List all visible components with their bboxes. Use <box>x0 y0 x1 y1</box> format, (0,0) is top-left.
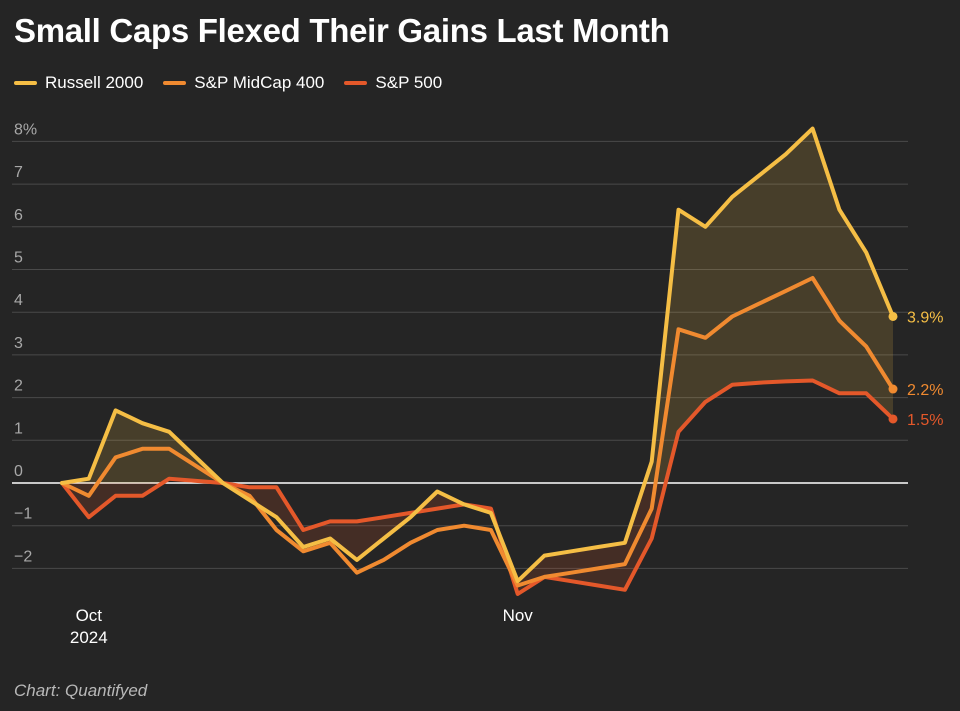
y-tick-label: 5 <box>14 250 23 267</box>
axis-labels: 8% 7 6 5 4 3 2 1 0 −1 −2 Oct 2024 Nov 1.5% 2.2% 3.9% <box>14 121 943 647</box>
end-point-russell-2000 <box>888 311 898 321</box>
end-value-label-russell-2000: 3.9% <box>907 309 943 326</box>
gridlines <box>12 140 908 569</box>
legend-item-sp-500: S&P 500 <box>344 73 442 93</box>
shaded-areas <box>62 128 893 594</box>
legend-label-sp-midcap-400: S&P MidCap 400 <box>194 73 325 92</box>
legend-swatch-sp-midcap-400 <box>163 81 187 85</box>
legend-swatch-russell-2000 <box>14 81 37 85</box>
series-lines <box>60 126 898 596</box>
series-line-russell-2000 <box>60 126 895 584</box>
end-value-label-sp-500: 1.5% <box>907 412 943 429</box>
chart-credit: Chart: Quantifyed <box>14 681 148 700</box>
legend-item-russell-2000: Russell 2000 <box>14 73 143 93</box>
y-tick-label: 7 <box>14 164 23 181</box>
spread-area-positive <box>62 128 893 483</box>
y-tick-label: 1 <box>14 420 23 437</box>
series-line-sp-midcap-400 <box>60 276 895 588</box>
y-tick-label: −2 <box>14 548 32 565</box>
y-tick-label: 4 <box>14 292 23 309</box>
legend-label-sp-500: S&P 500 <box>375 73 443 92</box>
y-tick-label: 6 <box>14 207 23 224</box>
end-point-sp-500 <box>888 414 898 424</box>
chart-title: Small Caps Flexed Their Gains Last Month <box>14 12 670 49</box>
x-tick-sublabel: 2024 <box>70 628 108 647</box>
end-point-sp-midcap-400 <box>888 384 898 394</box>
y-tick-label: 8% <box>14 121 37 138</box>
x-tick-label: Nov <box>503 606 534 625</box>
chart-legend: Russell 2000 S&P MidCap 400 S&P 500 <box>14 73 442 93</box>
y-tick-label: 2 <box>14 378 23 395</box>
y-tick-label: 0 <box>14 463 23 480</box>
legend-label-russell-2000: Russell 2000 <box>45 73 144 92</box>
y-tick-label: −1 <box>14 506 32 523</box>
spread-area-negative <box>62 483 666 594</box>
end-value-label-sp-midcap-400: 2.2% <box>907 382 943 399</box>
x-tick-label: Oct <box>76 606 103 625</box>
legend-item-sp-midcap-400: S&P MidCap 400 <box>163 73 324 93</box>
legend-swatch-sp-500 <box>344 81 368 85</box>
series-line-sp-500 <box>60 378 895 596</box>
y-tick-label: 3 <box>14 335 23 352</box>
